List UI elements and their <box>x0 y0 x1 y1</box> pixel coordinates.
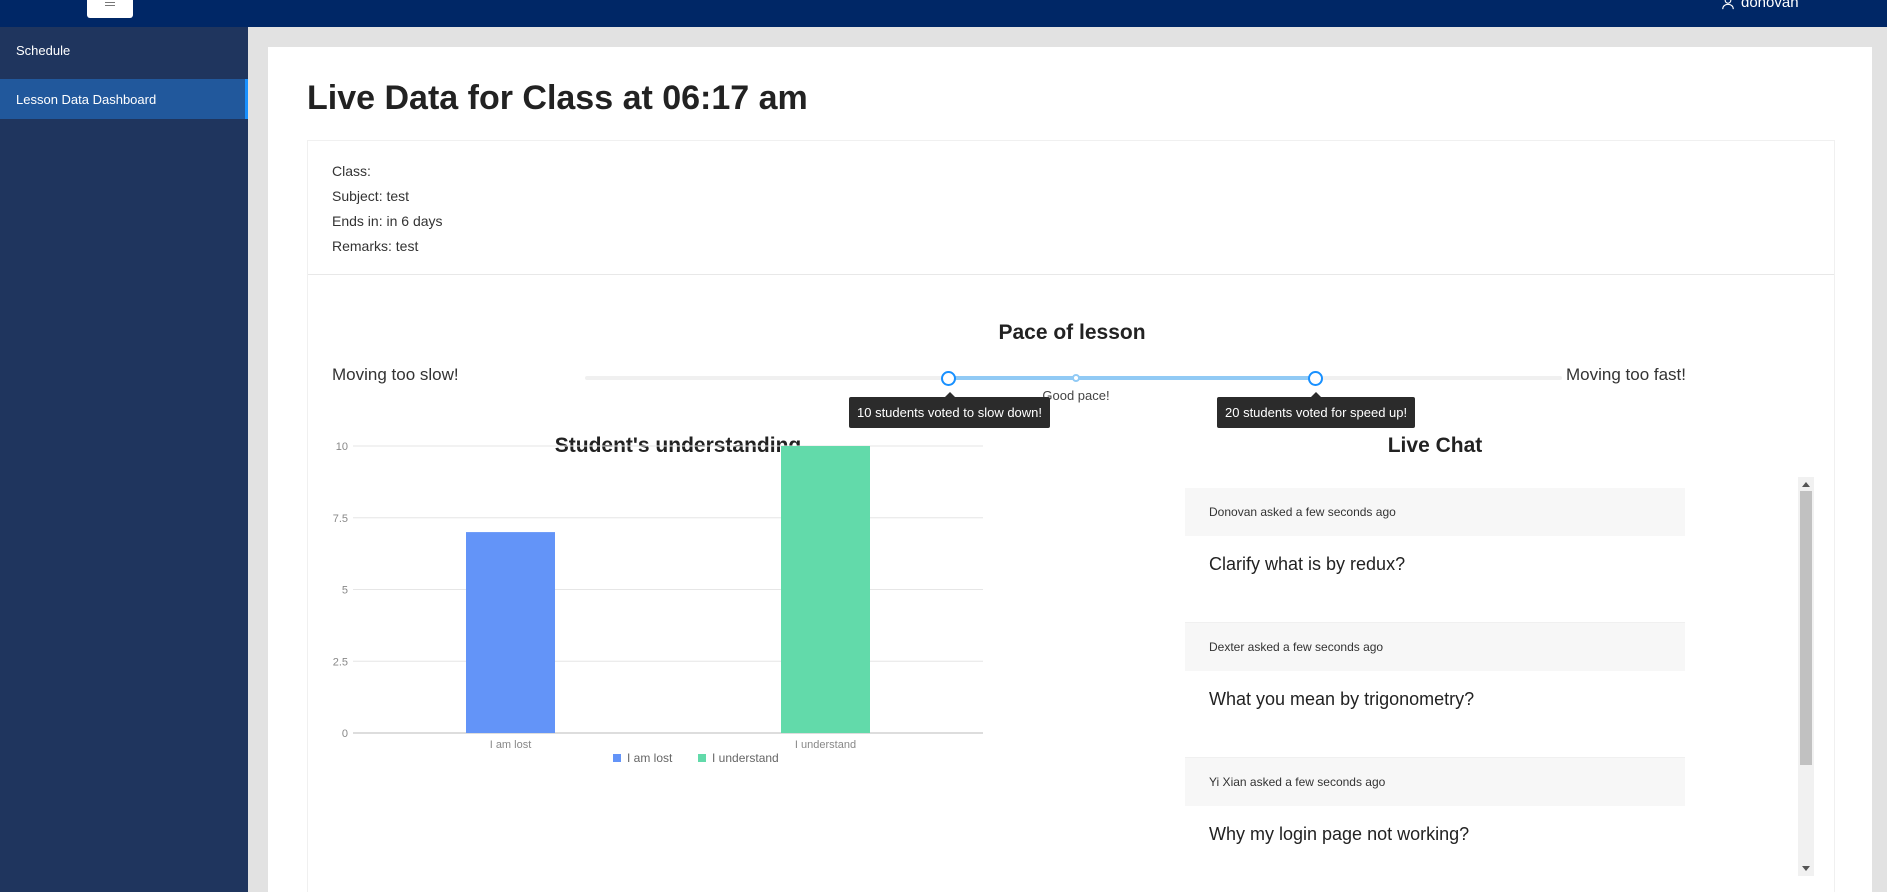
menu-toggle-button[interactable] <box>87 0 133 18</box>
chat-message-text: Why my login page not working? <box>1209 824 1470 844</box>
sidebar-item-label: Schedule <box>16 42 71 58</box>
class-info-card: Class: Subject: test Ends in: in 6 days … <box>307 140 1835 275</box>
chat-message-meta: Donovan asked a few seconds ago <box>1185 488 1685 536</box>
y-tick-label: 0 <box>342 728 348 740</box>
pace-slow-label: Moving too slow! <box>332 365 459 384</box>
chat-scrollbar[interactable] <box>1798 477 1814 876</box>
remarks-line: Remarks: test <box>332 238 419 254</box>
subject-line: Subject: test <box>332 188 410 204</box>
x-tick-label: I am lost <box>490 739 532 751</box>
sidebar-item-schedule[interactable]: Schedule <box>0 30 248 70</box>
fast-votes-tooltip: 20 students voted for speed up! <box>1217 392 1416 428</box>
class-line: Class: <box>332 163 371 179</box>
pace-slider-slow-handle[interactable] <box>941 371 956 386</box>
y-tick-label: 10 <box>336 441 348 453</box>
bar-i-understand <box>781 446 870 733</box>
page-title: Live Data for Class at 06:17 am <box>307 79 808 117</box>
user-menu[interactable]: donovan <box>1721 0 1799 11</box>
menu-fold-icon-line <box>105 5 115 6</box>
chat-message-text: Clarify what is by redux? <box>1209 554 1406 574</box>
chat-message: Dexter asked a few seconds ago What you … <box>1185 623 1685 758</box>
slow-votes-tooltip: 10 students voted to slow down! <box>849 392 1051 428</box>
pace-mark-label: Good pace! <box>1042 388 1110 403</box>
sidebar-item-label: Lesson Data Dashboard <box>16 91 157 107</box>
chat-message-meta: Dexter asked a few seconds ago <box>1185 623 1685 671</box>
chat-message: Yi Xian asked a few seconds ago Why my l… <box>1185 758 1685 876</box>
legend-marker <box>613 754 621 762</box>
understanding-chart: 0 2.5 5 7.5 10 I am lost I understand I am lost… <box>333 441 983 765</box>
bar-i-am-lost <box>466 532 555 733</box>
sidebar: Schedule Lesson Data Dashboard <box>0 27 248 892</box>
legend-marker <box>698 754 706 762</box>
legend-label: I understand <box>712 751 779 765</box>
legend-label: I am lost <box>627 751 673 765</box>
user-name: donovan <box>1741 0 1799 11</box>
y-tick-label: 5 <box>342 585 348 597</box>
chat-message-text: What you mean by trigonometry? <box>1209 689 1475 709</box>
pace-fast-label: Moving too fast! <box>1566 365 1687 384</box>
scroll-up-arrow-icon[interactable] <box>1802 482 1810 487</box>
menu-fold-icon <box>105 2 115 3</box>
user-icon <box>1722 0 1734 9</box>
lesson-data-card: Pace of lesson Moving too slow! Moving t… <box>307 274 1835 892</box>
y-tick-label: 7.5 <box>333 513 348 525</box>
y-tick-label: 2.5 <box>333 656 348 668</box>
x-tick-label: I understand <box>795 739 856 751</box>
scroll-down-arrow-icon[interactable] <box>1802 866 1810 871</box>
chat-scrollbar-thumb[interactable] <box>1800 491 1812 765</box>
pace-slider-mark-dot <box>1072 374 1080 382</box>
pace-slider-track <box>949 376 1316 380</box>
ends-in-line: Ends in: in 6 days <box>332 213 443 229</box>
top-bar: donovan <box>0 0 1887 27</box>
live-chat-title: Live Chat <box>1387 434 1483 457</box>
pace-slider-fast-handle[interactable] <box>1308 371 1323 386</box>
live-chat-panel[interactable]: Donovan asked a few seconds ago Clarify … <box>1185 477 1814 876</box>
pace-title: Pace of lesson <box>998 321 1146 344</box>
chat-message-meta: Yi Xian asked a few seconds ago <box>1185 758 1685 806</box>
chat-message: Donovan asked a few seconds ago Clarify … <box>1185 488 1685 623</box>
main-content: Live Data for Class at 06:17 am Class: S… <box>268 47 1872 892</box>
sidebar-item-lesson-data-dashboard[interactable]: Lesson Data Dashboard <box>0 79 248 119</box>
